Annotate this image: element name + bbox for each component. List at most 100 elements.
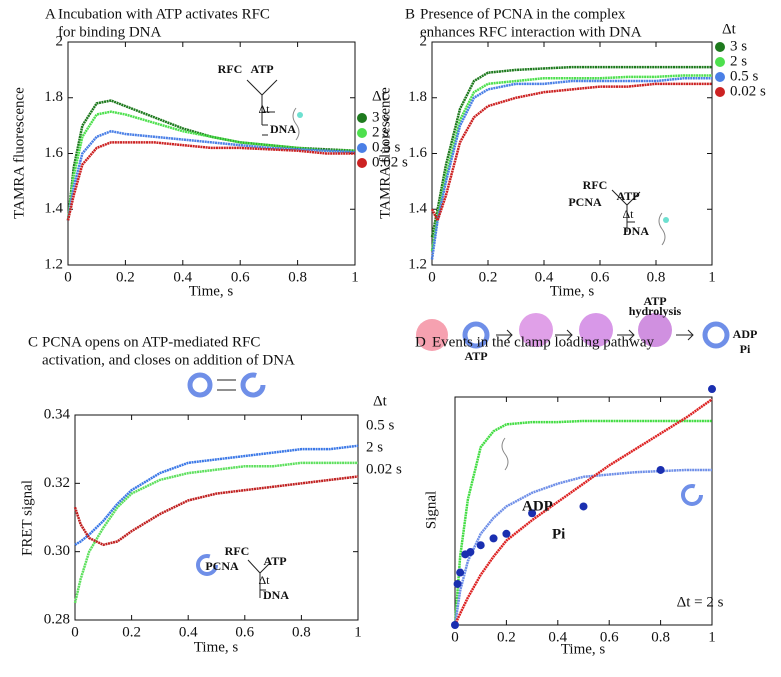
x-tick-label: 0: [64, 269, 72, 285]
legend-swatch: [357, 113, 367, 123]
x-tick-label: 1: [354, 624, 362, 640]
legend-swatch: [715, 42, 725, 52]
legend-label: 3 s: [730, 38, 747, 54]
y-axis-label: TAMRA fluorescence: [377, 87, 393, 219]
annotation: Δt = 2 s: [677, 594, 724, 610]
chart-title: Presence of PCNA in the complex: [420, 6, 626, 22]
x-axis-label: Time, s: [561, 641, 606, 657]
annotation: PCNA: [568, 195, 602, 209]
annotation: hydrolysis: [629, 304, 682, 318]
y-tick-label: 1.6: [408, 145, 427, 161]
y-tick-label: 1.2: [408, 256, 427, 272]
x-tick-label: 0.6: [600, 629, 619, 645]
data-line: [430, 65, 712, 238]
x-axis-label: Time, s: [550, 283, 595, 299]
data-point: [489, 534, 498, 543]
chart-title: for binding DNA: [58, 24, 161, 40]
pcna-icon: [187, 372, 213, 398]
arrow: [617, 329, 635, 341]
complex-icon: [579, 313, 613, 347]
plot-frame: [74, 414, 359, 621]
data-point: [453, 579, 462, 588]
data-point: [708, 385, 716, 394]
x-tick-label: 0.4: [535, 269, 554, 285]
legend-swatch: [715, 87, 725, 97]
pathway-scheme: [416, 313, 730, 351]
annotation: ATP: [263, 554, 286, 568]
y-tick-label: 0.32: [44, 475, 70, 491]
scheme-icons: [187, 79, 730, 598]
data-point: [528, 509, 537, 518]
data-line: [453, 468, 712, 626]
legend-title: Δt: [372, 88, 387, 104]
x-tick-label: 1: [708, 269, 716, 285]
annotation: DNA: [263, 588, 289, 602]
data-line: [430, 82, 712, 224]
dna-icon: [658, 212, 666, 246]
annotation: ATP: [616, 189, 639, 203]
plot-frame: [431, 41, 713, 266]
chart-title: enhances RFC interaction with DNA: [420, 24, 642, 40]
x-axis-label: Time, s: [194, 639, 239, 655]
legend-label: 0.5 s: [372, 139, 401, 155]
pcna-icon: [240, 372, 266, 398]
x-axis-label: Time, s: [189, 283, 234, 299]
x-tick-label: 0.8: [292, 624, 311, 640]
y-tick-label: 2: [420, 33, 428, 49]
chart-title: activation, and closes on addition of DN…: [42, 352, 295, 368]
legend-swatch: [357, 143, 367, 153]
x-tick-label: 0.8: [288, 269, 307, 285]
dna-icon: [501, 437, 509, 471]
complex-icon: [638, 313, 672, 347]
annotation: Δt: [622, 207, 634, 221]
legend-title: Δt: [373, 393, 388, 409]
annotation: PCNA: [205, 559, 239, 573]
y-tick-label: 1.8: [408, 89, 427, 105]
chart-title: PCNA opens on ATP-mediated RFC: [42, 334, 260, 350]
data-line: [430, 74, 712, 252]
y-tick-label: 1.2: [44, 256, 63, 272]
legend-label: 0.5 s: [730, 68, 759, 84]
legend-label: 0.02 s: [366, 461, 402, 477]
arrow: [676, 329, 694, 341]
x-tick-label: 1: [708, 629, 716, 645]
legend-label: 2 s: [730, 53, 747, 69]
y-tick-label: 2: [56, 33, 64, 49]
pcna-icon: [681, 484, 703, 506]
data-point: [451, 621, 459, 629]
dye-icon: [663, 217, 669, 223]
pcna-icon: [702, 321, 730, 349]
x-tick-label: 0.6: [235, 624, 254, 640]
x-tick-label: 0.2: [479, 269, 498, 285]
x-tick-label: 0: [71, 624, 79, 640]
data-line: [453, 419, 712, 626]
data-line: [66, 110, 355, 221]
data-line: [66, 141, 355, 221]
y-tick-label: 0.34: [44, 406, 71, 422]
y-tick-label: 1.4: [44, 201, 63, 217]
x-tick-label: 0.8: [651, 629, 670, 645]
x-tick-label: 0.6: [231, 269, 250, 285]
x-tick-label: 0.4: [548, 629, 567, 645]
annotation: ATP: [643, 294, 666, 308]
x-tick-label: 0.4: [179, 624, 198, 640]
x-tick-label: 0: [451, 629, 459, 645]
annotation: DNA: [270, 122, 296, 136]
legend-label: 0.02 s: [730, 83, 766, 99]
y-tick-label: 1.6: [44, 145, 63, 161]
complex-icon: [519, 313, 553, 347]
y-axis-label: Signal: [423, 491, 439, 529]
legend-label: 3 s: [372, 109, 389, 125]
legend-title: Δt: [722, 21, 737, 37]
y-tick-label: 0.30: [44, 543, 70, 559]
legend-swatch: [357, 158, 367, 168]
annotation: DNA: [623, 224, 649, 238]
annotation: Δt: [258, 102, 270, 116]
scheme-lines: [246, 79, 278, 136]
data-point: [476, 541, 485, 550]
annotation: Pi: [740, 342, 751, 356]
legend-swatch: [715, 57, 725, 67]
scheme-lines: [611, 189, 641, 232]
equilibrium-arrows: [217, 379, 236, 391]
x-tick-label: 0.2: [497, 629, 516, 645]
